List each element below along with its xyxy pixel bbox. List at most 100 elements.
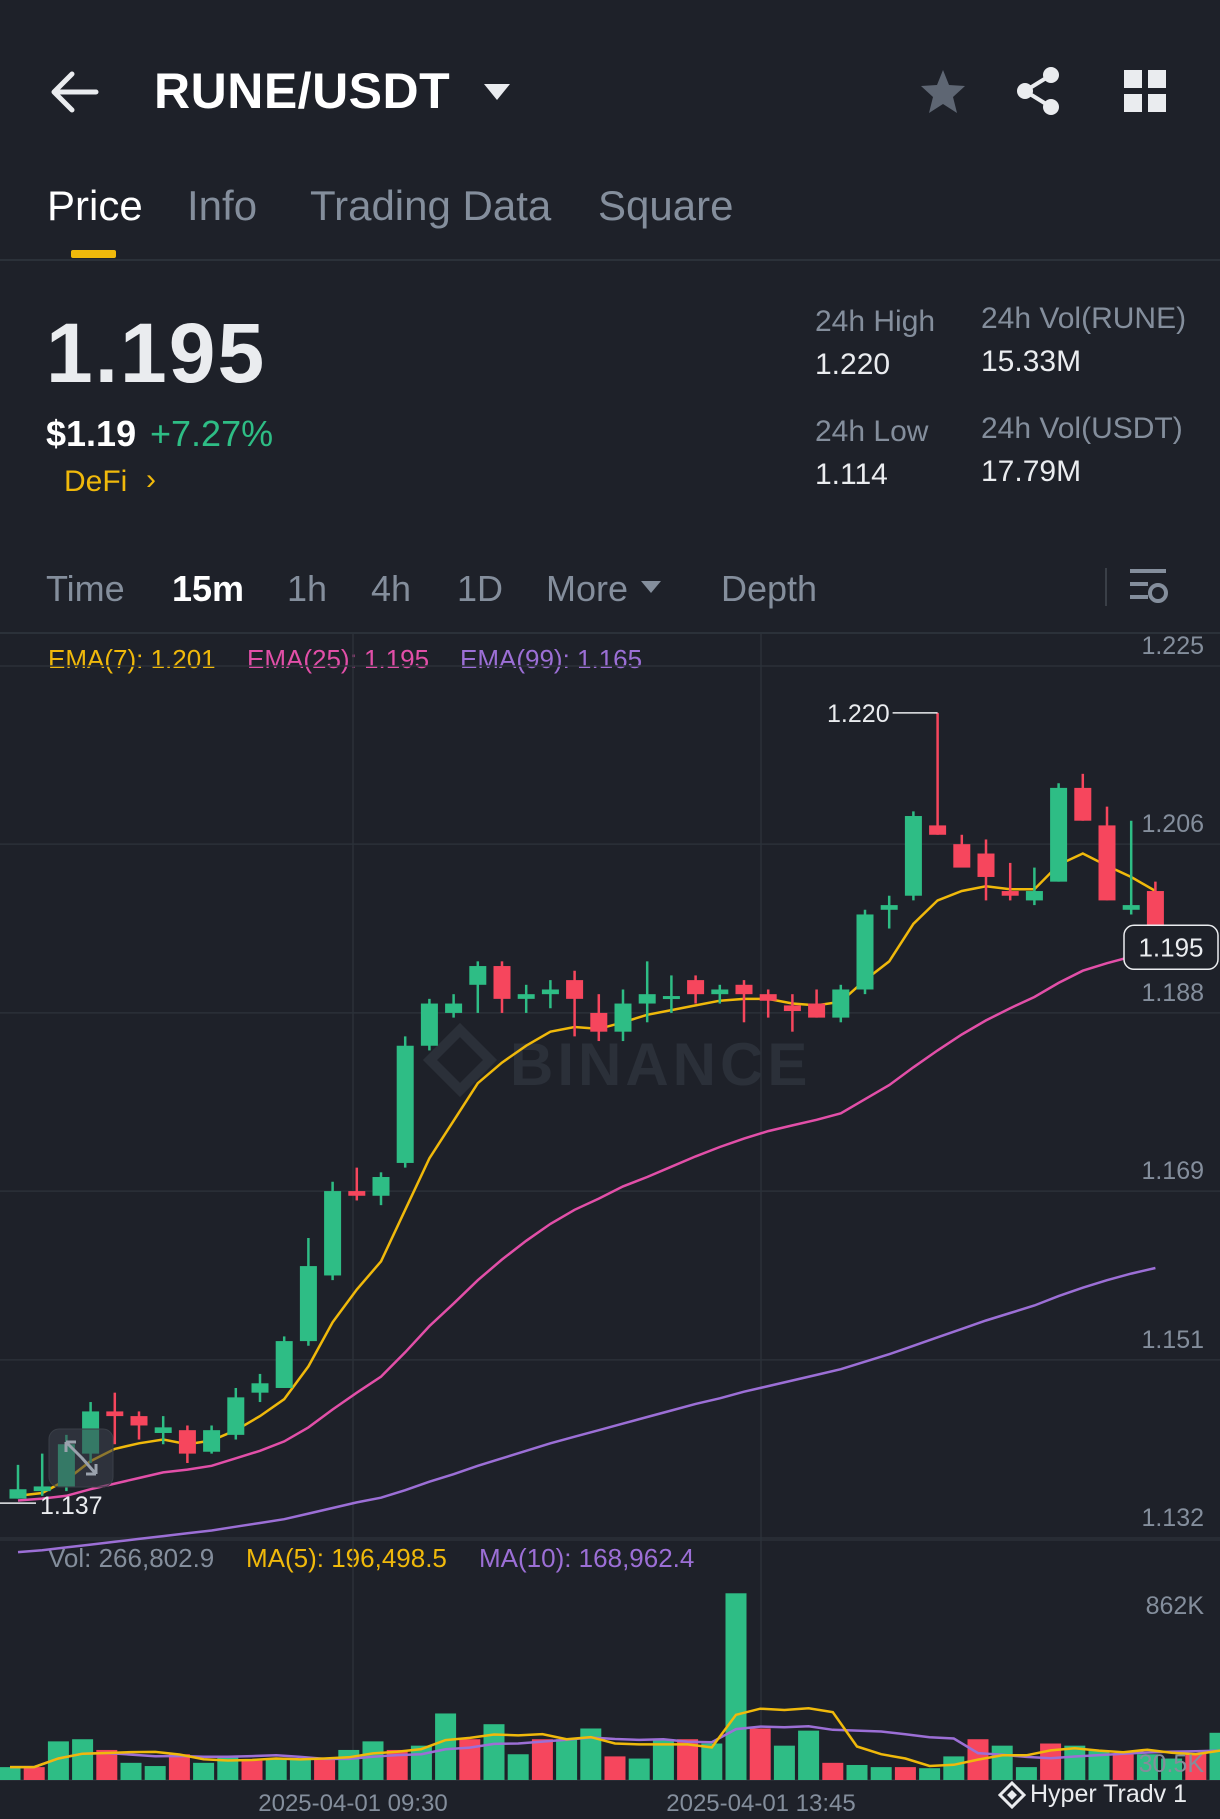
ema7-legend: EMA(7): 1.201 bbox=[48, 644, 216, 674]
stat-24h-low-label: 24h Low bbox=[815, 415, 929, 448]
grid-icon[interactable] bbox=[1124, 70, 1166, 112]
volume-bar bbox=[362, 1741, 384, 1780]
share-icon[interactable] bbox=[1015, 66, 1063, 116]
timeframe-15m[interactable]: 15m bbox=[172, 568, 245, 609]
candle-body bbox=[420, 1003, 438, 1046]
stat-24h-high-label: 24h High bbox=[815, 305, 936, 338]
volume-bar bbox=[338, 1749, 360, 1780]
stat-24h-vol-rune: 15.33M bbox=[981, 345, 1082, 378]
volume-bar bbox=[846, 1764, 868, 1780]
timeframe-more[interactable]: More bbox=[546, 568, 629, 609]
candle-body bbox=[178, 1430, 196, 1454]
sector-tag[interactable]: DeFi bbox=[64, 465, 128, 498]
usd-price: $1.19 bbox=[46, 413, 137, 454]
candle-body bbox=[1025, 891, 1043, 901]
chevron-right-icon[interactable]: › bbox=[146, 463, 156, 496]
candle-body bbox=[275, 1341, 293, 1388]
tab-trading-data[interactable]: Trading Data bbox=[310, 182, 552, 229]
candle-body bbox=[9, 1489, 27, 1499]
candle-body bbox=[1122, 905, 1140, 910]
last-price: 1.195 bbox=[46, 306, 267, 400]
candle-body bbox=[348, 1191, 366, 1196]
volume-bar bbox=[241, 1760, 263, 1780]
divider bbox=[1105, 568, 1107, 606]
timeframe-1d[interactable]: 1D bbox=[457, 568, 504, 609]
y-tick-label: 1.151 bbox=[1141, 1326, 1204, 1354]
tab-price[interactable]: Price bbox=[47, 182, 143, 229]
volume-bar bbox=[435, 1713, 457, 1780]
brand-logo-icon bbox=[998, 1781, 1026, 1809]
volume-bar bbox=[217, 1756, 239, 1780]
volume-bar bbox=[773, 1745, 795, 1780]
volume-bar bbox=[677, 1739, 699, 1780]
volume-bar bbox=[314, 1758, 336, 1780]
volume-bar bbox=[1112, 1754, 1134, 1780]
candle-body bbox=[251, 1383, 269, 1393]
volume-bar bbox=[701, 1743, 723, 1780]
ema25-legend: EMA(25): 1.195 bbox=[247, 644, 430, 674]
candle-body bbox=[154, 1427, 172, 1433]
volume-bar bbox=[531, 1739, 553, 1780]
volume-bar bbox=[168, 1754, 190, 1780]
chart-settings-icon[interactable] bbox=[1128, 566, 1170, 606]
y-tick-label: 1.132 bbox=[1141, 1504, 1204, 1532]
caret-down-icon[interactable] bbox=[640, 580, 662, 594]
volume-bar bbox=[652, 1739, 674, 1780]
timeframe-4h[interactable]: 4h bbox=[371, 568, 412, 609]
timeframe-depth[interactable]: Depth bbox=[721, 568, 818, 609]
volume-bar bbox=[943, 1756, 965, 1780]
candle-body bbox=[638, 994, 656, 1004]
y-tick-label: 1.225 bbox=[1141, 634, 1204, 660]
watermark-logo-icon bbox=[422, 1022, 498, 1098]
candle-body bbox=[904, 816, 922, 896]
candle-body bbox=[372, 1177, 390, 1196]
volume-bar bbox=[798, 1730, 820, 1780]
volume-bar bbox=[289, 1758, 311, 1780]
volume-bar bbox=[1161, 1758, 1183, 1780]
tab-info[interactable]: Info bbox=[187, 182, 258, 229]
timeframe-time[interactable]: Time bbox=[46, 568, 125, 609]
volume-legend: Vol: 266,802.9 bbox=[48, 1543, 215, 1573]
volume-bar bbox=[580, 1728, 602, 1780]
caret-down-icon[interactable] bbox=[482, 82, 512, 102]
x-tick-label: 2025-04-01 09:30 bbox=[258, 1790, 448, 1817]
volume-bar bbox=[459, 1739, 481, 1780]
candle-body bbox=[541, 989, 559, 995]
candle-body bbox=[517, 994, 535, 999]
tab-square[interactable]: Square bbox=[598, 182, 734, 229]
pair-title[interactable]: RUNE/USDT bbox=[154, 63, 451, 119]
timeframe-1h[interactable]: 1h bbox=[287, 568, 328, 609]
candle-body bbox=[808, 1003, 826, 1018]
star-icon[interactable] bbox=[918, 68, 968, 116]
stat-24h-low: 1.114 bbox=[815, 458, 888, 491]
candle-body bbox=[396, 1045, 414, 1163]
low-marker-label: 1.137 bbox=[40, 1492, 103, 1520]
volume-bar bbox=[894, 1767, 916, 1780]
back-arrow-icon[interactable] bbox=[50, 70, 100, 114]
expand-icon[interactable] bbox=[48, 1428, 114, 1488]
candle-body bbox=[953, 844, 971, 868]
ema25-line bbox=[17, 948, 1156, 1502]
candle-body bbox=[445, 1003, 463, 1013]
candle-body bbox=[1050, 787, 1068, 882]
volume-bar bbox=[749, 1728, 771, 1780]
candle-body bbox=[106, 1411, 124, 1417]
candle-body bbox=[324, 1191, 342, 1276]
volume-bar bbox=[991, 1745, 1013, 1780]
volume-bar bbox=[1185, 1753, 1207, 1780]
volume-bar bbox=[725, 1593, 747, 1780]
candle-body bbox=[469, 966, 487, 985]
candle-body bbox=[856, 914, 874, 990]
current-price-label: 1.195 bbox=[1138, 932, 1203, 962]
current-price-box bbox=[1123, 924, 1219, 971]
volume-bar bbox=[386, 1749, 408, 1780]
volume-bar bbox=[120, 1762, 142, 1780]
volume-bar bbox=[23, 1767, 45, 1780]
volume-bar bbox=[47, 1741, 69, 1780]
candle-body bbox=[1074, 787, 1092, 821]
volume-bar bbox=[628, 1758, 650, 1780]
stat-24h-vol-rune-label: 24h Vol(RUNE) bbox=[981, 302, 1187, 335]
candle-body bbox=[662, 996, 680, 1000]
candlestick-chart[interactable]: BINANCE 1.225 1.206 1.188 1.169 1.151 1.132 1.… bbox=[0, 634, 1220, 1819]
watermark-text: BINANCE bbox=[510, 1031, 811, 1098]
